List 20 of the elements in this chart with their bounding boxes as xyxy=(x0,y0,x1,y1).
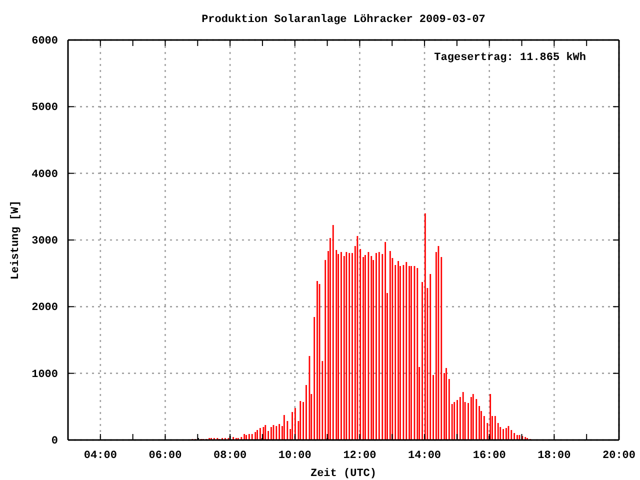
chart-title: Produktion Solaranlage Löhracker 2009-03-07 xyxy=(202,14,486,26)
y-tick-label: 3000 xyxy=(32,236,58,248)
x-tick-label: 06:00 xyxy=(148,450,182,462)
x-tick-label: 20:00 xyxy=(602,450,636,462)
annotation: Tagesertrag: 11.865 kWh xyxy=(434,52,586,64)
x-tick-label: 08:00 xyxy=(214,450,247,462)
y-tick-label: 5000 xyxy=(32,102,58,114)
x-tick-label: 14:00 xyxy=(408,450,442,462)
x-axis-title: Zeit (UTC) xyxy=(310,468,377,480)
x-tick-label: 12:00 xyxy=(343,450,376,462)
x-tick-label: 18:00 xyxy=(538,450,571,462)
y-tick-label: 6000 xyxy=(32,36,58,48)
y-axis-title: Leistung [W] xyxy=(10,200,22,280)
y-tick-label: 4000 xyxy=(32,168,58,181)
y-tick-label: 1000 xyxy=(32,368,58,381)
x-tick-label: 16:00 xyxy=(472,450,506,462)
x-tick-label: 10:00 xyxy=(278,450,312,462)
y-tick-label: 2000 xyxy=(32,302,58,314)
x-tick-label: 04:00 xyxy=(84,450,117,462)
y-tick-label: 0 xyxy=(51,436,58,448)
